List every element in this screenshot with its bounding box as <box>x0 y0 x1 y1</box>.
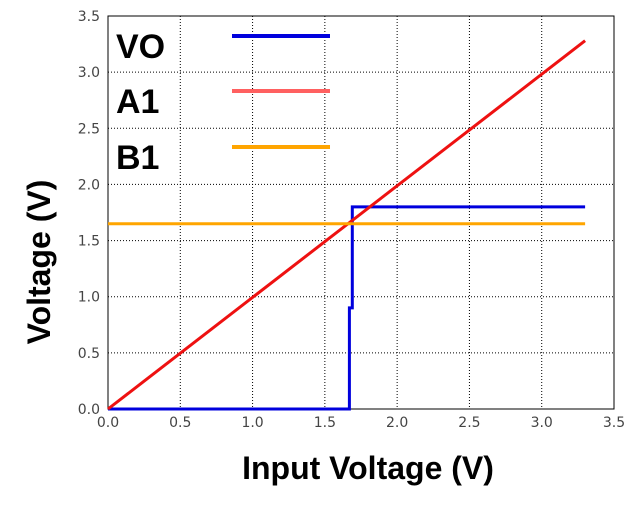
legend: VO A1 B1 <box>116 28 330 177</box>
y-tick-label: 3.0 <box>78 65 100 81</box>
x-axis-ticks: 0.0 0.5 1.0 1.5 2.0 2.5 3.0 3.5 <box>97 415 625 431</box>
x-tick-label: 1.0 <box>241 415 263 431</box>
legend-label-a1: A1 <box>116 83 159 121</box>
y-tick-label: 1.5 <box>78 234 100 250</box>
x-tick-label: 0.0 <box>97 415 119 431</box>
x-tick-label: 0.5 <box>169 415 191 431</box>
x-tick-label: 1.5 <box>314 415 336 431</box>
y-tick-label: 2.0 <box>78 177 100 193</box>
y-axis-ticks: 0.0 0.5 1.0 1.5 2.0 2.5 3.0 3.5 <box>78 9 100 418</box>
x-tick-label: 3.5 <box>603 415 625 431</box>
y-tick-label: 2.5 <box>78 121 100 137</box>
y-tick-label: 0.0 <box>78 402 100 418</box>
y-tick-label: 3.5 <box>78 9 100 25</box>
y-tick-label: 0.5 <box>78 346 100 362</box>
x-tick-label: 2.0 <box>386 415 408 431</box>
series-lines <box>107 39 587 411</box>
legend-label-vo: VO <box>116 28 165 66</box>
series-line-vo <box>108 205 586 411</box>
x-tick-label: 2.5 <box>458 415 480 431</box>
y-axis-title: Voltage (V) <box>21 180 57 345</box>
plot-frame <box>107 15 615 410</box>
legend-label-b1: B1 <box>116 139 159 177</box>
x-tick-label: 3.0 <box>531 415 553 431</box>
x-axis-title: Input Voltage (V) <box>242 450 494 486</box>
y-tick-label: 1.0 <box>78 290 100 306</box>
